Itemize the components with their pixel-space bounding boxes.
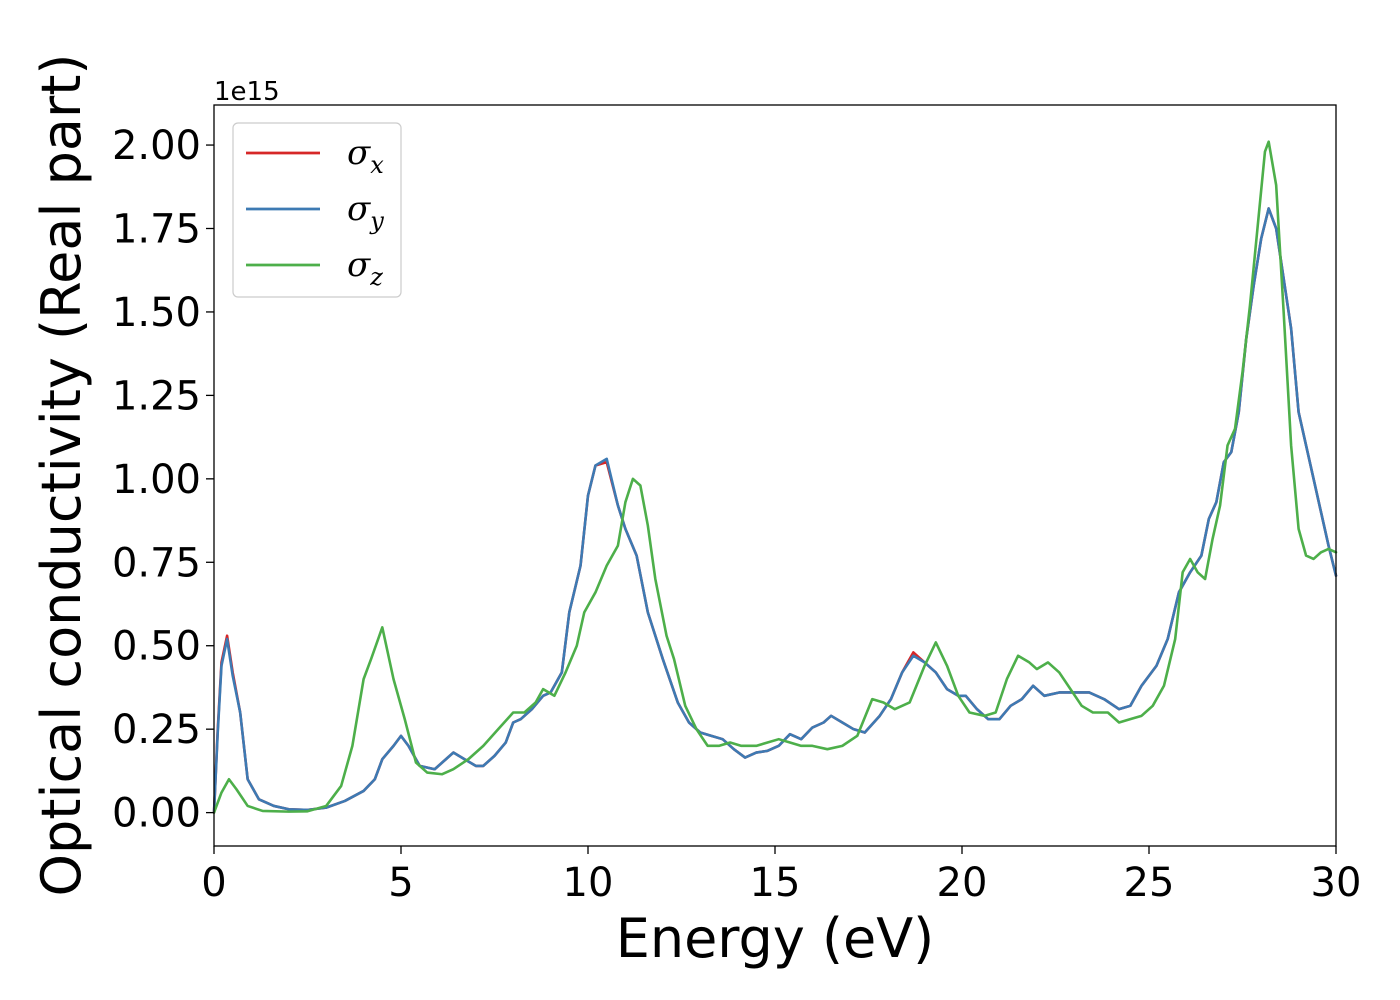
legend: σx σy σz bbox=[232, 122, 402, 298]
y-axis: 0.00 0.25 0.50 0.75 1.00 1.25 1.50 1.75 2.00 bbox=[112, 123, 214, 837]
legend-label-sigma-z: σz bbox=[347, 245, 383, 291]
x-tick-label: 30 bbox=[1311, 860, 1362, 906]
y-tick-label: 1.50 bbox=[112, 290, 201, 336]
y-tick-label: 0.75 bbox=[112, 540, 201, 586]
x-tick-label: 5 bbox=[388, 860, 413, 906]
y-tick-label: 0.50 bbox=[112, 624, 201, 670]
legend-label-sigma-y: σy bbox=[347, 189, 384, 235]
y-tick-label: 1.00 bbox=[112, 457, 201, 503]
series-line-sigma-z bbox=[212, 140, 1338, 814]
y-tick-label: 1.75 bbox=[112, 207, 201, 253]
x-tick-label: 0 bbox=[201, 860, 226, 906]
x-tick-label: 15 bbox=[750, 860, 801, 906]
y-axis-title: Optical conductivity (Real part) bbox=[30, 54, 93, 897]
y-tick-label: 0.25 bbox=[112, 707, 201, 753]
y-tick-label: 0.00 bbox=[112, 791, 201, 837]
x-axis: 0 5 10 15 20 25 30 bbox=[201, 846, 1361, 906]
x-tick-label: 25 bbox=[1124, 860, 1175, 906]
x-axis-title: Energy (eV) bbox=[616, 907, 935, 970]
series-layer bbox=[212, 140, 1338, 814]
y-tick-label: 1.25 bbox=[112, 373, 201, 419]
y-tick-label: 2.00 bbox=[112, 123, 201, 169]
y-offset-label: 1e15 bbox=[214, 77, 280, 107]
x-tick-label: 10 bbox=[563, 860, 614, 906]
legend-label-sigma-x: σx bbox=[347, 133, 384, 179]
x-tick-label: 20 bbox=[937, 860, 988, 906]
